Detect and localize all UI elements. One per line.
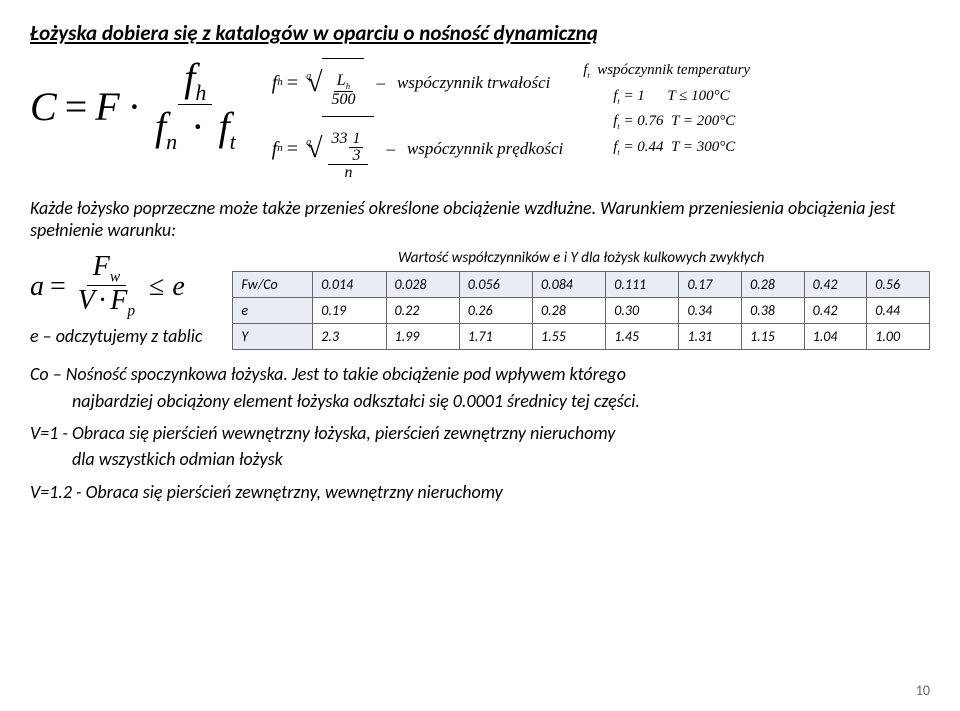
fn-label: wspóczynnik prędkości xyxy=(407,134,563,165)
eq1: = xyxy=(287,65,298,101)
main-formula: C = F · fh fn · ft xyxy=(30,58,252,154)
td: Y xyxy=(233,324,313,350)
td: 2.3 xyxy=(313,324,386,350)
th: 0.56 xyxy=(867,272,930,298)
eq2: = xyxy=(287,131,298,167)
th: 0.17 xyxy=(679,272,742,298)
td: 0.42 xyxy=(804,298,867,324)
td: 1.31 xyxy=(679,324,742,350)
a-sym: a xyxy=(30,271,44,303)
th: 0.028 xyxy=(386,272,459,298)
table-caption: Wartość współczynników e i Y dla łożysk … xyxy=(232,249,930,267)
root-q1: q xyxy=(306,68,311,86)
Fp-sub: p xyxy=(127,303,135,320)
para-co-2: najbardziej obciążony element łożyska od… xyxy=(30,389,930,413)
r1T: T ≤ 100°C xyxy=(667,88,729,104)
le: ≤ xyxy=(149,271,164,303)
th: 0.111 xyxy=(606,272,679,298)
th: 0.014 xyxy=(313,272,386,298)
sym-dot2: · xyxy=(191,104,204,149)
formula-row: C = F · fh fn · ft fh = q √ Lh500 – xyxy=(30,58,930,181)
td: 1.04 xyxy=(804,324,867,350)
e-sym: e xyxy=(172,271,184,303)
n33: 33 xyxy=(331,130,347,147)
a-eq: = xyxy=(50,271,66,303)
r1e: = 1 xyxy=(620,88,645,104)
fh-sub: h xyxy=(277,73,283,93)
td: 1.45 xyxy=(606,324,679,350)
td: 0.44 xyxy=(867,298,930,324)
sym-F: F xyxy=(95,83,119,130)
table-row: Y 2.3 1.99 1.71 1.55 1.45 1.31 1.15 1.04… xyxy=(233,324,930,350)
th: 0.084 xyxy=(532,272,605,298)
ft-sub: t xyxy=(587,71,589,80)
td: 1.00 xyxy=(867,324,930,350)
td: 0.28 xyxy=(532,298,605,324)
td: 1.15 xyxy=(742,324,805,350)
ft-label: wspóczynnik temperatury xyxy=(597,62,750,78)
td: 1.99 xyxy=(386,324,459,350)
table-header-row: Fw/Co 0.014 0.028 0.056 0.084 0.111 0.17… xyxy=(233,272,930,298)
main-fraction: fh fn · ft xyxy=(149,58,242,154)
para-co-1: Co – Nośność spoczynkowa łożyska. Jest t… xyxy=(30,362,930,386)
th: 0.28 xyxy=(742,272,805,298)
td: 1.71 xyxy=(459,324,532,350)
td: 1.55 xyxy=(532,324,605,350)
para-v1-2: dla wszystkich odmian łożysk xyxy=(30,447,930,471)
Lh: L xyxy=(337,72,346,89)
td: 0.26 xyxy=(459,298,532,324)
fh-label: wspóczynnik trwałości xyxy=(397,68,550,99)
condition-section: a = Fw V·Fp ≤ e e – odczytujemy z tablic… xyxy=(30,249,930,350)
sym-eq: = xyxy=(65,83,88,130)
r2T: T = 200°C xyxy=(671,113,735,129)
sub-h: h xyxy=(195,80,206,105)
sym-fh: f xyxy=(184,55,195,100)
sub-n: n xyxy=(166,129,177,154)
n3: 3 xyxy=(349,148,363,164)
a-caption: e – odczytujemy z tablic xyxy=(30,325,202,347)
td: 0.34 xyxy=(679,298,742,324)
r2e: = 0.76 xyxy=(620,113,664,129)
dn: n xyxy=(341,165,355,181)
td: 0.22 xyxy=(386,298,459,324)
Lh-sub: h xyxy=(346,81,350,91)
n1: 1 xyxy=(349,131,363,148)
td: e xyxy=(233,298,313,324)
page-number: 10 xyxy=(916,682,930,699)
r3T: T = 300°C xyxy=(671,139,735,155)
coefficient-defs: fh = q √ Lh500 – wspóczynnik trwałości f… xyxy=(272,58,564,181)
coeff-table: Fw/Co 0.014 0.028 0.056 0.084 0.111 0.17… xyxy=(232,271,930,350)
th: 0.42 xyxy=(804,272,867,298)
page-title: Łożyska dobiera się z katalogów w oparci… xyxy=(30,20,930,46)
th: 0.056 xyxy=(459,272,532,298)
lower-text: Co – Nośność spoczynkowa łożyska. Jest t… xyxy=(30,362,930,503)
sym-dot: · xyxy=(128,83,141,130)
fn-sub: n xyxy=(277,139,283,159)
sub-t: t xyxy=(230,129,236,154)
a-dot: · xyxy=(98,285,107,316)
a-formula: a = Fw V·Fp ≤ e e – odczytujemy z tablic xyxy=(30,253,202,347)
Fw-sub: w xyxy=(110,269,120,286)
para-v12: V=1.2 - Obraca się pierścień zewnętrzny,… xyxy=(30,480,930,504)
sym-ft: f xyxy=(218,104,229,149)
V: V xyxy=(78,285,95,316)
coeff-table-block: Wartość współczynników e i Y dla łożysk … xyxy=(232,249,930,350)
td: 0.19 xyxy=(313,298,386,324)
td: 0.30 xyxy=(606,298,679,324)
sym-C: C xyxy=(30,83,57,130)
th: Fw/Co xyxy=(233,272,313,298)
Fw: F xyxy=(93,251,110,282)
td: 0.38 xyxy=(742,298,805,324)
table-row: e 0.19 0.22 0.26 0.28 0.30 0.34 0.38 0.4… xyxy=(233,298,930,324)
Fp: F xyxy=(110,285,127,316)
para-v1-1: V=1 - Obraca się pierścień wewnętrzny ło… xyxy=(30,421,930,445)
sym-fn: f xyxy=(155,104,166,149)
r3e: = 0.44 xyxy=(620,139,664,155)
root-q2: q xyxy=(306,134,311,152)
temperature-coeffs: ft wspóczynnik temperatury ft = 1 T ≤ 10… xyxy=(583,58,750,160)
paragraph-1: Każde łożysko poprzeczne może także prze… xyxy=(30,197,930,241)
d500: 500 xyxy=(328,92,358,108)
